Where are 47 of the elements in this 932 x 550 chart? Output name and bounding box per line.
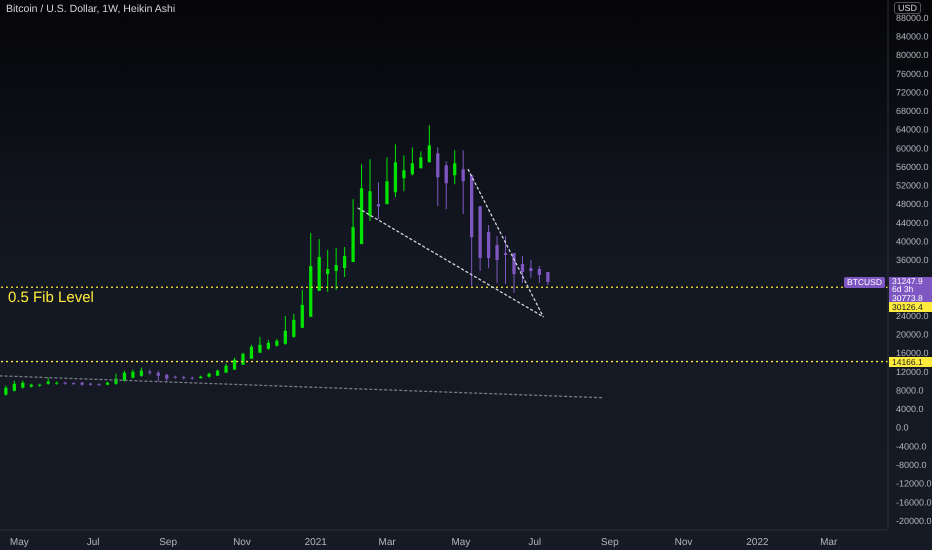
y-tick-label: 56000.0: [896, 162, 929, 172]
y-tick-label: 0.0: [896, 422, 909, 433]
y-tick-label: 4000.0: [896, 404, 924, 414]
y-tick-label: 12000.0: [896, 366, 929, 377]
y-tick-label: 68000.0: [896, 106, 929, 116]
x-tick-label: Jul: [86, 537, 100, 548]
x-tick-label: Nov: [674, 537, 692, 548]
annotation: BTCUSD: [844, 277, 885, 288]
y-tick-label: -12000.0: [896, 478, 932, 489]
y-tick-label: 88000.0: [896, 12, 929, 23]
text: 31247.9: [892, 276, 924, 286]
y-tick-label: 60000.0: [896, 143, 929, 154]
y-tick-label: 20000.0: [896, 330, 929, 340]
text: 14166.1: [889, 356, 932, 367]
x-tick-label: Sep: [600, 537, 620, 548]
ref-line-label: 0.5 Fib Level: [8, 289, 94, 306]
text: USD: [894, 2, 922, 14]
y-tick-label: 8000.0: [896, 385, 924, 396]
y-tick-label: 76000.0: [896, 68, 929, 79]
y-tick-label: 48000.0: [896, 199, 929, 210]
y-tick-label: 36000.0: [896, 255, 929, 266]
y-tick-label: 52000.0: [896, 180, 929, 191]
x-tick-label: Sep: [159, 537, 178, 548]
text: 30126.4: [889, 302, 932, 312]
text: 6d 3h: [892, 284, 914, 294]
y-tick-label: 40000.0: [896, 236, 929, 246]
x-tick-label: 2022: [746, 537, 769, 548]
y-tick-label: -4000.0: [896, 441, 927, 452]
y-tick-label: 44000.0: [896, 218, 929, 228]
x-tick-label: May: [10, 537, 29, 548]
y-tick-label: 16000.0: [896, 348, 929, 358]
x-tick-label: Mar: [820, 537, 838, 548]
x-tick-label: Jul: [528, 537, 542, 548]
x-tick-label: May: [451, 537, 470, 548]
y-tick-label: -20000.0: [896, 516, 932, 526]
y-tick-label: 84000.0: [896, 32, 929, 42]
y-tick-label: 64000.0: [896, 124, 929, 135]
x-tick-label: Nov: [233, 537, 251, 548]
y-tick-label: 24000.0: [896, 310, 929, 321]
y-tick-label: 80000.0: [896, 50, 929, 60]
y-tick-label: 72000.0: [896, 87, 929, 98]
y-tick-label: -8000.0: [896, 460, 927, 470]
x-tick-label: Mar: [378, 537, 396, 548]
text: 30773.8: [892, 292, 924, 303]
y-tick-label: -16000.0: [896, 497, 932, 508]
x-tick-label: 2021: [304, 537, 328, 548]
chart-title: Bitcoin / U.S. Dollar, 1W, Heikin Ashi: [6, 3, 176, 15]
